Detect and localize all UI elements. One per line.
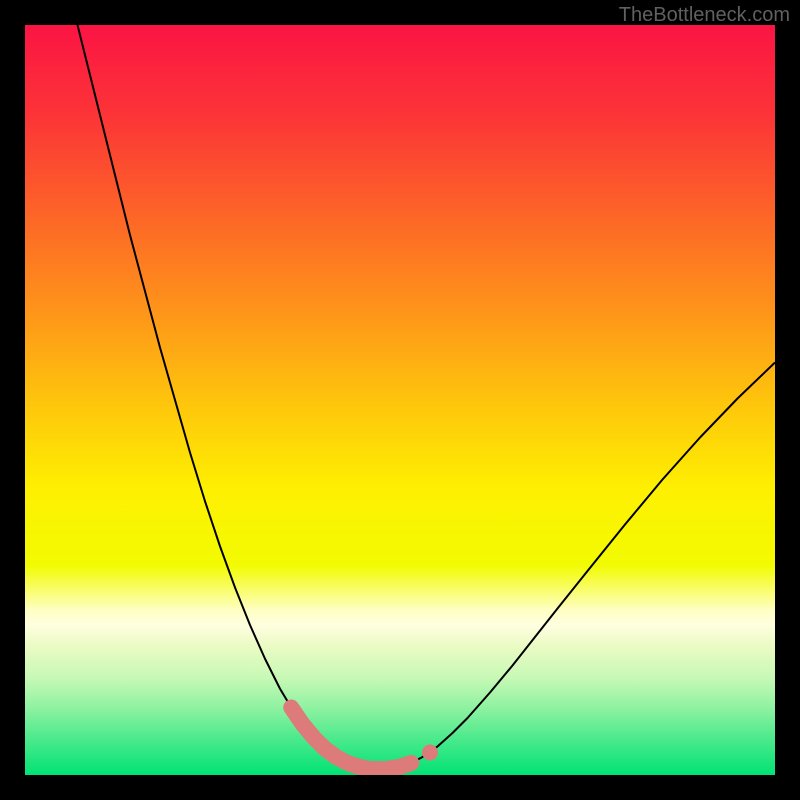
watermark-text: TheBottleneck.com <box>619 4 790 27</box>
plot-area <box>25 25 775 775</box>
chart-container: TheBottleneck.com <box>0 0 800 800</box>
highlight-end-dot <box>422 745 438 761</box>
gradient-background <box>25 25 775 775</box>
bottleneck-curve-chart <box>25 25 775 775</box>
